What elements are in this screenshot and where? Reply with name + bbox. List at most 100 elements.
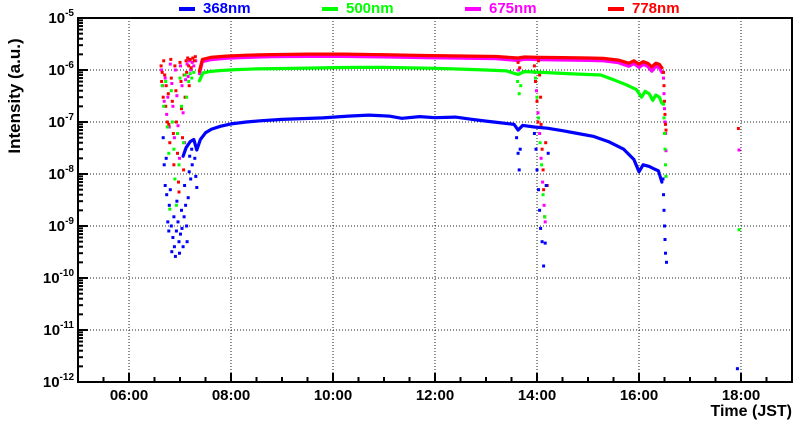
series-500nm <box>160 65 741 232</box>
data-point-500nm <box>537 116 540 120</box>
data-point-675nm <box>173 68 177 72</box>
data-point-675nm <box>538 132 542 135</box>
x-tick-label: 12:00 <box>416 387 454 404</box>
data-point-675nm <box>180 84 184 88</box>
data-point-368nm <box>182 215 186 219</box>
data-point-368nm <box>662 193 665 197</box>
data-point-675nm <box>543 220 547 224</box>
data-point-675nm <box>189 68 193 72</box>
data-point-368nm <box>177 240 181 244</box>
legend-marker-500nm <box>322 7 338 11</box>
data-point-778nm <box>164 84 168 88</box>
data-point-778nm <box>186 56 190 60</box>
data-point-778nm <box>187 84 191 88</box>
data-point-778nm <box>536 120 540 124</box>
data-point-368nm <box>190 147 194 151</box>
data-point-368nm <box>190 163 194 167</box>
y-tick-label: 10-9 <box>48 216 74 235</box>
data-point-675nm <box>542 203 546 207</box>
data-point-778nm <box>160 70 164 74</box>
data-point-500nm <box>187 80 191 83</box>
x-axis-title: Time (JST) <box>710 403 793 420</box>
data-point-778nm <box>537 59 540 63</box>
data-point-500nm <box>169 89 173 93</box>
data-point-778nm <box>540 147 544 151</box>
data-point-675nm <box>170 82 174 85</box>
y-tick-label: 10-12 <box>43 372 75 391</box>
data-point-778nm <box>532 64 536 68</box>
data-point-778nm <box>174 120 178 124</box>
data-point-368nm <box>162 163 166 167</box>
data-point-500nm <box>662 102 665 106</box>
data-point-778nm <box>192 59 196 63</box>
data-point-675nm <box>163 76 167 80</box>
data-point-675nm <box>184 78 188 82</box>
data-point-778nm <box>516 60 520 64</box>
data-point-368nm <box>516 151 520 155</box>
data-point-368nm <box>191 138 195 142</box>
plot-frame <box>77 17 793 383</box>
y-tick-label: 10-10 <box>43 268 75 287</box>
data-point-778nm <box>187 64 191 68</box>
data-point-368nm <box>165 193 169 197</box>
data-point-368nm <box>169 224 173 228</box>
data-point-368nm <box>174 229 178 233</box>
data-point-500nm <box>168 207 172 211</box>
data-point-778nm <box>182 168 186 172</box>
data-point-500nm <box>174 203 178 207</box>
data-point-368nm <box>195 186 199 189</box>
data-point-500nm <box>192 70 196 74</box>
data-point-500nm <box>167 151 171 155</box>
data-point-368nm <box>168 188 172 192</box>
data-point-675nm <box>535 89 538 93</box>
legend-marker-675nm <box>465 7 481 11</box>
data-point-778nm <box>160 80 164 83</box>
data-point-778nm <box>518 66 522 70</box>
data-point-778nm <box>167 122 171 126</box>
data-point-368nm <box>183 184 187 187</box>
series-778nm <box>159 52 740 219</box>
legend-item-368nm: 368nm <box>179 0 251 18</box>
data-point-500nm <box>538 141 542 145</box>
data-point-675nm <box>737 148 741 152</box>
data-point-675nm <box>168 62 172 66</box>
data-point-500nm <box>737 228 741 232</box>
x-tick-label: 14:00 <box>518 387 556 404</box>
data-point-368nm <box>185 240 189 244</box>
data-point-675nm <box>185 62 189 66</box>
series-675nm <box>160 54 741 224</box>
y-tick-label: 10-5 <box>48 8 74 27</box>
data-point-500nm <box>176 132 179 135</box>
data-point-778nm <box>662 84 666 88</box>
data-point-368nm <box>185 224 189 228</box>
data-point-675nm <box>663 120 667 124</box>
data-point-675nm <box>166 95 170 99</box>
x-tick-label: 08:00 <box>212 387 250 404</box>
x-tick-label: 06:00 <box>110 387 148 404</box>
data-point-778nm <box>539 122 543 126</box>
data-point-675nm <box>165 112 169 116</box>
data-point-368nm <box>665 260 668 264</box>
series-curve-778nm <box>197 52 664 73</box>
data-point-778nm <box>176 151 179 155</box>
legend-marker-368nm <box>179 7 195 11</box>
data-point-500nm <box>662 116 666 120</box>
data-point-778nm <box>664 122 667 126</box>
data-point-778nm <box>736 127 740 130</box>
data-point-368nm <box>534 147 538 151</box>
data-point-368nm <box>537 188 540 192</box>
data-point-778nm <box>664 128 668 132</box>
data-point-368nm <box>539 226 543 230</box>
data-point-778nm <box>162 59 166 63</box>
data-point-675nm <box>192 64 196 68</box>
data-point-778nm <box>174 89 178 93</box>
data-point-675nm <box>160 68 164 72</box>
data-point-368nm <box>170 250 174 254</box>
data-point-368nm <box>172 245 176 249</box>
data-point-368nm <box>175 199 179 203</box>
data-point-500nm <box>188 72 192 76</box>
data-point-500nm <box>178 76 182 80</box>
data-point-368nm <box>172 215 176 219</box>
data-point-778nm <box>166 92 170 96</box>
data-point-675nm <box>517 68 521 72</box>
